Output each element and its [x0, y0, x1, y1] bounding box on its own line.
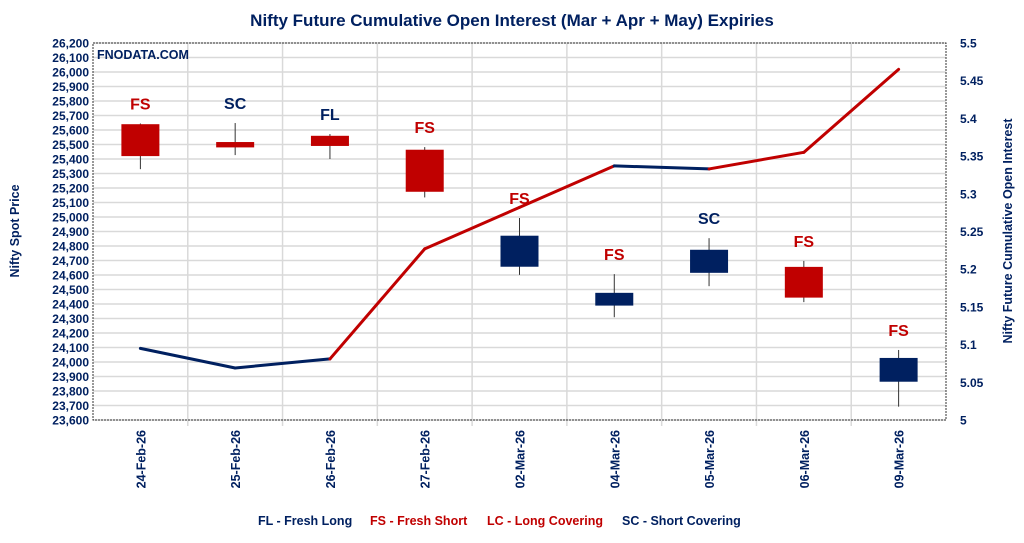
oi-line-segment: [138, 346, 237, 370]
y-tick-label-right: 5.05: [960, 376, 984, 390]
y-tick-label-left: 24,800: [52, 240, 89, 254]
y-tick-label-left: 24,100: [52, 341, 89, 355]
y-tick-label-left: 23,800: [52, 385, 89, 399]
y-tick-label-left: 24,600: [52, 269, 89, 283]
y-tick-label-left: 25,100: [52, 196, 89, 210]
candle-body: [784, 266, 823, 298]
y-tick-label-right: 5.25: [960, 225, 984, 239]
x-tick-label: 06-Mar-26: [798, 430, 812, 488]
oi-line-segment: [423, 205, 521, 251]
y-tick-label-left: 25,900: [52, 80, 89, 94]
candle-label: FL: [320, 107, 340, 124]
open-interest-line: [138, 67, 901, 370]
y-tick-label-left: 24,400: [52, 298, 89, 312]
y-tick-label-left: 26,000: [52, 66, 89, 80]
y-tick-label-left: 23,900: [52, 370, 89, 384]
y-tick-label-left: 26,100: [52, 51, 89, 65]
x-tick-label: 02-Mar-26: [514, 430, 528, 488]
y-tick-label-right: 5.2: [960, 263, 977, 277]
y-tick-label-left: 25,000: [52, 211, 89, 225]
candle-label: FS: [604, 247, 625, 264]
y-tick-label-right: 5.45: [960, 74, 984, 88]
candle-body: [595, 292, 634, 306]
y-tick-label-left: 25,500: [52, 138, 89, 152]
y-tick-label-right: 5.15: [960, 300, 984, 314]
y-tick-label-left: 24,900: [52, 225, 89, 239]
y-axis-left: 26,20026,10026,00025,90025,80025,70025,6…: [52, 37, 89, 428]
candle-body: [310, 135, 349, 146]
legend-item: FS - Fresh Short: [370, 514, 468, 528]
y-tick-label-left: 24,200: [52, 327, 89, 341]
y-axis-right: 5.5 5.45 5.4 5.35 5.3 5.25 5.2 5.15 5.1 5.05 5: [960, 37, 984, 428]
oi-line-segment: [802, 67, 901, 154]
candle-label: FS: [130, 96, 151, 113]
x-axis: 24-Feb-26 25-Feb-26 26-Feb-26 27-Feb-26 02-M…: [134, 430, 906, 488]
oi-line-segment: [707, 150, 806, 171]
x-tick-label: 09-Mar-26: [893, 430, 907, 488]
oi-line-segment: [518, 164, 616, 209]
y-tick-label-left: 23,600: [52, 414, 89, 428]
oi-line-segment: [328, 247, 427, 361]
oi-line-segment: [612, 164, 711, 171]
candle-label: FS: [794, 234, 815, 251]
y-tick-label-right: 5.3: [960, 187, 977, 201]
y-axis-right-title: Nifty Future Cumulative Open Interest: [1001, 118, 1015, 344]
y-tick-label-left: 25,700: [52, 109, 89, 123]
candle-body: [121, 124, 160, 157]
chart-title: Nifty Future Cumulative Open Interest (M…: [250, 11, 774, 30]
candle-body: [216, 142, 255, 148]
watermark: FNODATA.COM: [97, 48, 189, 62]
y-tick-label-left: 25,600: [52, 124, 89, 138]
y-tick-label-left: 25,200: [52, 182, 89, 196]
y-tick-label-left: 24,000: [52, 356, 89, 370]
y-tick-label-right: 5.4: [960, 112, 977, 126]
y-tick-label-left: 25,300: [52, 167, 89, 181]
x-tick-label: 27-Feb-26: [419, 430, 433, 488]
candle-label: SC: [698, 211, 721, 228]
y-tick-label-left: 23,700: [52, 399, 89, 413]
legend-item: FL - Fresh Long: [258, 514, 352, 528]
y-tick-label-left: 25,800: [52, 95, 89, 109]
x-tick-label: 04-Mar-26: [608, 430, 622, 488]
candle-label: FS: [414, 120, 435, 137]
candle-body: [500, 235, 539, 267]
y-tick-label-left: 26,200: [52, 37, 89, 51]
y-tick-label-left: 24,700: [52, 254, 89, 268]
y-axis-left-title: Nifty Spot Price: [8, 184, 22, 277]
y-tick-label-left: 24,500: [52, 283, 89, 297]
candle-label: FS: [888, 323, 909, 340]
y-tick-label-right: 5.1: [960, 338, 977, 352]
candle-body: [405, 149, 444, 192]
legend-item: LC - Long Covering: [487, 514, 603, 528]
x-tick-label: 26-Feb-26: [324, 430, 338, 488]
y-tick-label-left: 25,400: [52, 153, 89, 167]
plot-area-border: [92, 42, 947, 421]
candle-body: [690, 249, 729, 273]
y-tick-label-left: 24,300: [52, 312, 89, 326]
legend: FL - Fresh Long FS - Fresh Short LC - Long…: [258, 514, 741, 528]
y-tick-label-right: 5.35: [960, 150, 984, 164]
x-tick-label: 25-Feb-26: [229, 430, 243, 488]
y-tick-label-right: 5: [960, 414, 967, 428]
candle-label: SC: [224, 96, 247, 113]
y-tick-label-right: 5.5: [960, 37, 977, 51]
oi-line-segment: [233, 357, 332, 370]
x-tick-label: 05-Mar-26: [703, 430, 717, 488]
legend-item: SC - Short Covering: [622, 514, 741, 528]
candle-body: [879, 357, 918, 382]
x-tick-label: 24-Feb-26: [134, 430, 148, 488]
